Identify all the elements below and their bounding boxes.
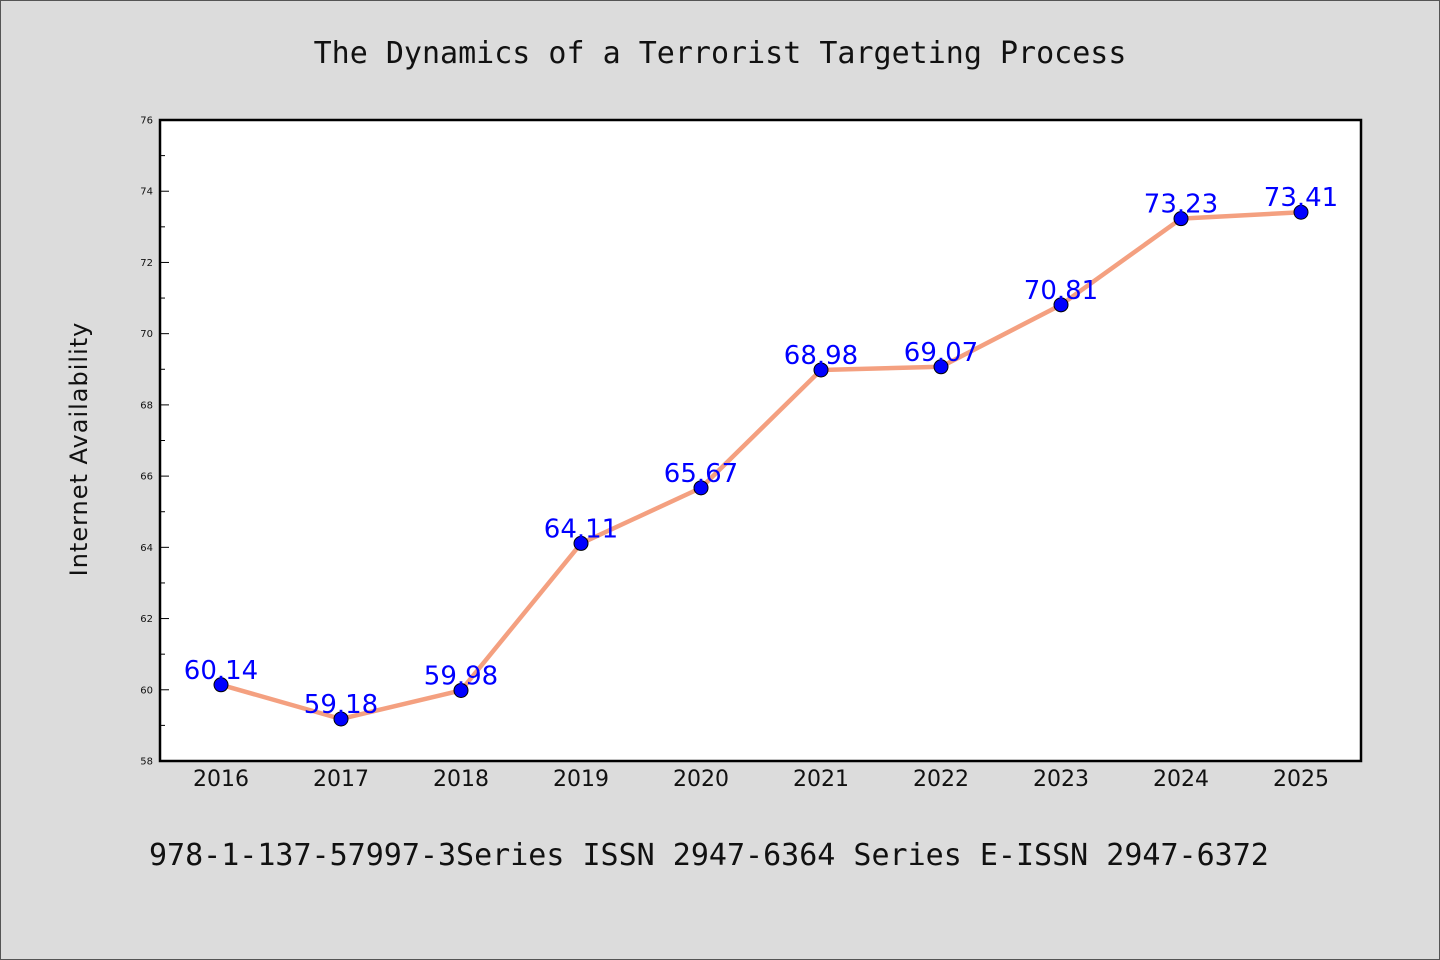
footer-isbn-text: 978-1-137-57997-3Series ISSN 2947-6364 S… xyxy=(149,838,1269,873)
data-value-label: 73.23 xyxy=(1144,190,1218,220)
chart-title: The Dynamics of a Terrorist Targeting Pr… xyxy=(314,36,1127,71)
data-value-label: 65.67 xyxy=(664,459,738,489)
data-value-label: 69.07 xyxy=(904,338,978,368)
plot-area xyxy=(158,118,1363,763)
x-axis: 2016 2017 2018 2019 2020 2021 2022 2023 2024 2025 xyxy=(193,767,1329,792)
y-tick-label: 76 xyxy=(140,116,153,127)
x-tick-label: 2025 xyxy=(1273,767,1329,792)
x-tick-label: 2017 xyxy=(313,767,369,792)
data-point-marker xyxy=(933,359,949,375)
y-axis-label: Internet Availability xyxy=(65,322,93,577)
x-tick-label: 2021 xyxy=(793,767,849,792)
series-line xyxy=(218,209,1304,722)
y-axis: 58 60 62 64 66 68 70 72 74 76 xyxy=(140,116,169,768)
data-value-label: 59.98 xyxy=(424,661,498,691)
data-markers xyxy=(213,204,1309,727)
data-point-marker xyxy=(693,480,709,496)
data-value-label: 68.98 xyxy=(784,341,858,371)
x-tick-label: 2024 xyxy=(1153,767,1209,792)
data-value-label: 60.14 xyxy=(184,656,258,686)
data-labels: 60.14 59.18 59.98 64.11 65.67 68.98 69.07 70.81… xyxy=(184,183,1338,720)
data-point-marker xyxy=(453,682,469,698)
y-tick-label: 68 xyxy=(140,400,153,411)
data-value-label: 59.18 xyxy=(304,690,378,720)
x-tick-label: 2016 xyxy=(193,767,249,792)
data-point-marker xyxy=(573,535,589,551)
y-tick-label: 64 xyxy=(140,543,153,554)
x-tick-label: 2019 xyxy=(553,767,609,792)
y-tick-label: 60 xyxy=(140,685,153,696)
data-point-marker xyxy=(1053,297,1069,313)
series-line-group xyxy=(218,209,1304,722)
data-point-marker xyxy=(333,711,349,727)
data-point-marker xyxy=(813,362,829,378)
data-value-label: 73.41 xyxy=(1264,183,1338,213)
y-tick-label: 62 xyxy=(140,614,153,625)
y-tick-label: 66 xyxy=(140,472,153,483)
x-tick-label: 2018 xyxy=(433,767,489,792)
y-tick-label: 70 xyxy=(140,329,153,340)
data-point-marker xyxy=(1173,211,1189,227)
x-tick-label: 2022 xyxy=(913,767,969,792)
data-value-label: 64.11 xyxy=(544,514,618,544)
data-point-marker xyxy=(213,677,229,693)
data-value-label: 70.81 xyxy=(1024,276,1098,306)
x-tick-label: 2023 xyxy=(1033,767,1089,792)
y-tick-label: 72 xyxy=(140,258,153,269)
data-point-marker xyxy=(1293,204,1309,220)
x-tick-label: 2020 xyxy=(673,767,729,792)
y-tick-label: 58 xyxy=(140,757,153,768)
y-tick-label: 74 xyxy=(140,187,153,198)
